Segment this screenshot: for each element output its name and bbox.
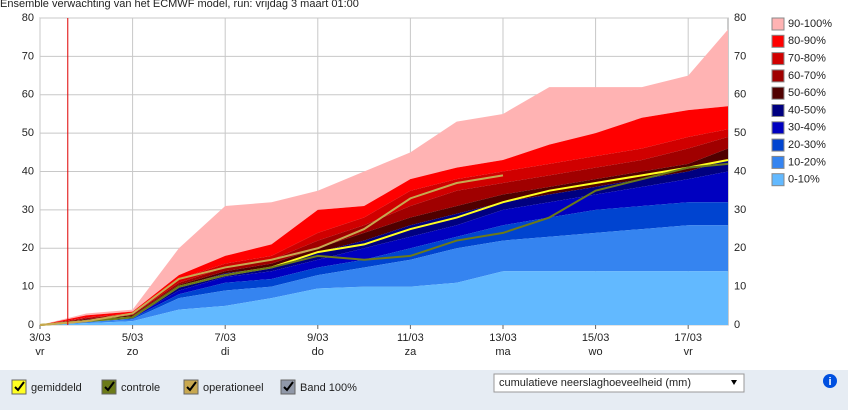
x-tick-label: 17/03 bbox=[674, 332, 702, 344]
legend-swatch bbox=[771, 69, 785, 83]
band-area bbox=[40, 106, 728, 325]
legend-swatch bbox=[771, 155, 785, 169]
band-area bbox=[40, 171, 728, 325]
y-tick-label: 50 bbox=[22, 127, 34, 139]
dropdown-arrow bbox=[731, 380, 737, 385]
x-tick-sublabel: vr bbox=[684, 346, 694, 358]
y-tick-label: 30 bbox=[22, 204, 34, 216]
legend-label: 10-20% bbox=[788, 156, 826, 168]
legend-label: 70-80% bbox=[788, 53, 826, 65]
checkbox-label: operationeel bbox=[203, 382, 264, 394]
y-tick-label: 20 bbox=[22, 242, 34, 254]
info-icon[interactable] bbox=[823, 374, 837, 388]
band-area bbox=[40, 29, 728, 325]
legend-label: 20-30% bbox=[788, 139, 826, 151]
legend-swatch bbox=[771, 173, 785, 187]
legend-swatch bbox=[771, 138, 785, 152]
y2-tick-label: 80 bbox=[734, 12, 746, 24]
y2-tick-label: 20 bbox=[734, 242, 746, 254]
chart-title: Ensemble verwachting van het ECMWF model… bbox=[0, 0, 359, 10]
x-tick-label: 9/03 bbox=[307, 332, 328, 344]
x-tick-sublabel: di bbox=[221, 346, 230, 358]
checkbox-label: Band 100% bbox=[300, 382, 357, 394]
info-label: i bbox=[828, 376, 831, 388]
y2-tick-label: 50 bbox=[734, 127, 746, 139]
x-tick-label: 15/03 bbox=[582, 332, 610, 344]
x-tick-label: 3/03 bbox=[29, 332, 50, 344]
band-area bbox=[40, 202, 728, 325]
legend-swatch bbox=[771, 52, 785, 66]
y-tick-label: 40 bbox=[22, 165, 34, 177]
legend-label: 40-50% bbox=[788, 104, 826, 116]
legend-label: 90-100% bbox=[788, 18, 832, 30]
legend-swatch bbox=[771, 34, 785, 48]
legend-label: 60-70% bbox=[788, 70, 826, 82]
x-tick-label: 11/03 bbox=[397, 332, 424, 344]
y2-tick-label: 40 bbox=[734, 165, 746, 177]
legend-label: 50-60% bbox=[788, 87, 826, 99]
y-tick-label: 60 bbox=[22, 89, 34, 101]
y-tick-label: 0 bbox=[28, 319, 34, 331]
x-tick-sublabel: do bbox=[312, 346, 324, 358]
y2-tick-label: 70 bbox=[734, 50, 746, 62]
legend-label: 30-40% bbox=[788, 122, 826, 134]
y2-tick-label: 30 bbox=[734, 204, 746, 216]
band-area bbox=[40, 136, 728, 325]
y2-tick-label: 0 bbox=[734, 319, 740, 331]
check bbox=[186, 381, 197, 392]
x-tick-label: 7/03 bbox=[214, 332, 235, 344]
x-tick-label: 5/03 bbox=[122, 332, 143, 344]
x-tick-sublabel: ma bbox=[495, 346, 511, 358]
band-area bbox=[40, 129, 728, 325]
band-area bbox=[40, 225, 728, 325]
x-tick-sublabel: vr bbox=[35, 346, 45, 358]
dropdown[interactable] bbox=[493, 373, 745, 393]
legend-swatch bbox=[771, 104, 785, 117]
y2-tick-label: 60 bbox=[734, 89, 746, 101]
y2-tick-label: 10 bbox=[734, 281, 746, 293]
x-tick-sublabel: wo bbox=[588, 346, 603, 358]
legend-label: 0-10% bbox=[788, 174, 820, 186]
band-checkbox[interactable]: Band 100% bbox=[280, 379, 357, 395]
x-tick-label: 13/03 bbox=[489, 332, 517, 344]
check bbox=[14, 381, 25, 392]
check bbox=[283, 381, 294, 392]
y-tick-label: 70 bbox=[22, 50, 34, 62]
check bbox=[104, 381, 115, 392]
band-area bbox=[40, 159, 728, 325]
x-tick-sublabel: zo bbox=[127, 346, 139, 358]
legend-swatch bbox=[771, 121, 785, 135]
x-tick-sublabel: za bbox=[405, 346, 418, 358]
line-series bbox=[39, 162, 729, 326]
checkbox-label: controle bbox=[121, 382, 160, 394]
y-tick-label: 10 bbox=[22, 281, 34, 293]
dropdown-label: cumulatieve neerslaghoeveelheid (mm) bbox=[499, 377, 691, 389]
band-area bbox=[40, 271, 728, 325]
legend-label: 80-90% bbox=[788, 35, 826, 47]
legend-swatch bbox=[771, 17, 785, 31]
legend-swatch bbox=[771, 86, 785, 100]
line-series bbox=[39, 174, 504, 326]
checkbox-label: gemiddeld bbox=[31, 382, 82, 394]
y-tick-label: 80 bbox=[22, 12, 34, 24]
band-area bbox=[40, 148, 728, 325]
